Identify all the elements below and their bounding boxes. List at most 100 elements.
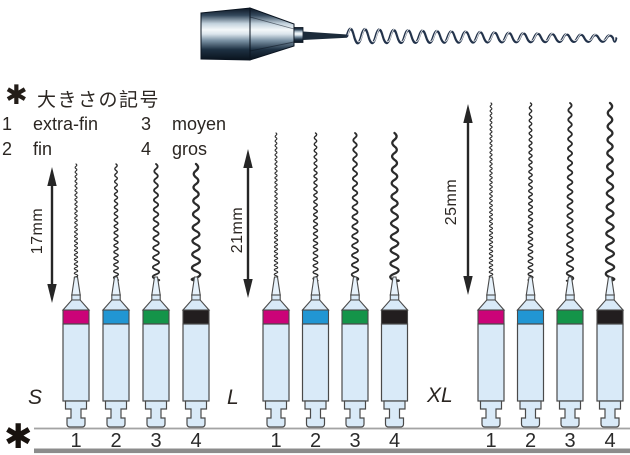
neck bbox=[271, 294, 281, 301]
neck bbox=[486, 294, 496, 301]
size-number-s-4: 4 bbox=[190, 430, 202, 452]
size-color-band bbox=[262, 309, 290, 325]
handle-body bbox=[301, 323, 330, 402]
size-number-l-3: 3 bbox=[349, 430, 361, 452]
spiral-wire bbox=[112, 163, 120, 282]
shoulder bbox=[61, 299, 91, 311]
size-color-band bbox=[380, 309, 409, 325]
length-label-xl: 25mm bbox=[443, 178, 460, 226]
latch-shank bbox=[144, 400, 168, 428]
spiral-wire bbox=[273, 132, 279, 282]
shoulder bbox=[595, 299, 625, 311]
latch-shank bbox=[558, 400, 582, 428]
spiral-wire bbox=[527, 102, 534, 282]
neck bbox=[151, 294, 161, 301]
instrument-s-1 bbox=[61, 163, 91, 428]
legend-item-2-num: 2 bbox=[2, 139, 13, 159]
latch-shank bbox=[104, 400, 128, 428]
spiral-wire bbox=[488, 102, 494, 282]
size-color-band bbox=[596, 309, 624, 325]
handpiece-spiral-highlight bbox=[347, 27, 616, 43]
latch-shank bbox=[184, 400, 208, 428]
instrument-xl-1 bbox=[476, 102, 506, 428]
shoulder bbox=[181, 299, 211, 311]
legend-asterisk-icon: ✱ bbox=[5, 80, 28, 110]
handle-body bbox=[477, 323, 505, 402]
legend-item-1-num: 1 bbox=[2, 114, 13, 134]
shoulder bbox=[380, 299, 409, 311]
neck bbox=[605, 294, 615, 301]
latch-shank bbox=[64, 400, 88, 428]
handpiece-chuck bbox=[249, 7, 295, 61]
spiral-wire bbox=[350, 132, 360, 282]
arrow-17mm bbox=[47, 167, 57, 303]
handpiece-illustration bbox=[200, 7, 618, 61]
size-number-xl-4: 4 bbox=[604, 430, 616, 452]
instrument-l-4 bbox=[380, 131, 409, 428]
tip-cone bbox=[486, 276, 496, 296]
spiral-wire bbox=[312, 132, 319, 282]
size-color-band bbox=[102, 309, 130, 325]
shoulder bbox=[261, 299, 291, 311]
handle-body bbox=[262, 323, 290, 402]
handle-body bbox=[142, 323, 170, 402]
legend-item-3-label: moyen bbox=[172, 114, 227, 134]
group-label-l: L bbox=[227, 386, 239, 409]
chuck-rib bbox=[249, 16, 295, 30]
instrument-xl-2 bbox=[516, 102, 545, 428]
legend-title: 大きさの記号 bbox=[37, 90, 161, 111]
latch-shank bbox=[479, 400, 503, 428]
size-number-l-4: 4 bbox=[388, 430, 401, 452]
size-color-band bbox=[142, 309, 170, 325]
latch-shank bbox=[304, 400, 327, 428]
shoulder bbox=[141, 299, 171, 311]
latch-shank bbox=[343, 400, 367, 428]
size-number-xl-3: 3 bbox=[564, 430, 576, 452]
latch-shank bbox=[264, 400, 288, 428]
size-color-band bbox=[62, 309, 90, 325]
chuck-rib bbox=[249, 41, 295, 52]
shoulder bbox=[301, 299, 330, 311]
size-color-band bbox=[182, 309, 210, 325]
handle-body bbox=[102, 323, 130, 402]
neck bbox=[111, 294, 121, 301]
neck bbox=[310, 294, 321, 301]
instrument-s-3 bbox=[141, 163, 171, 428]
instrument-xl-4 bbox=[595, 101, 625, 428]
legend-item-2-label: fin bbox=[33, 139, 53, 159]
size-color-band bbox=[556, 309, 584, 325]
legend-item-4-label: gros bbox=[172, 139, 208, 159]
footer-asterisk-icon: ✱ bbox=[4, 418, 33, 455]
size-number-s-1: 1 bbox=[70, 430, 82, 452]
spiral-wire bbox=[389, 131, 400, 283]
length-label-s: 17mm bbox=[29, 207, 46, 255]
size-number-l-1: 1 bbox=[270, 430, 282, 452]
arrow-21mm bbox=[243, 149, 253, 298]
group-label-s: S bbox=[28, 386, 43, 409]
shoulder bbox=[555, 299, 585, 311]
tip-cone bbox=[271, 276, 281, 296]
measure-arrows bbox=[47, 104, 473, 303]
arrow-25mm bbox=[463, 104, 473, 295]
size-number-xl-2: 2 bbox=[524, 430, 537, 452]
shoulder bbox=[340, 299, 370, 311]
neck bbox=[71, 294, 81, 301]
shoulder bbox=[101, 299, 131, 311]
neck bbox=[525, 294, 536, 301]
size-number-s-2: 2 bbox=[110, 430, 122, 452]
instrument-l-1 bbox=[261, 132, 291, 428]
group-label-xl: XL bbox=[427, 384, 453, 407]
instrument-xl-3 bbox=[555, 102, 585, 428]
footer-rules bbox=[34, 427, 630, 454]
latch-shank bbox=[383, 400, 406, 428]
instrument-s-4 bbox=[181, 162, 211, 428]
handpiece-collar bbox=[293, 27, 304, 43]
neck bbox=[389, 294, 400, 301]
size-color-band bbox=[301, 309, 330, 325]
spiral-wire bbox=[604, 101, 616, 283]
neck bbox=[191, 294, 201, 301]
handle-body bbox=[596, 323, 624, 402]
length-label-l: 21mm bbox=[229, 206, 246, 254]
instrument-l-2 bbox=[301, 132, 330, 428]
